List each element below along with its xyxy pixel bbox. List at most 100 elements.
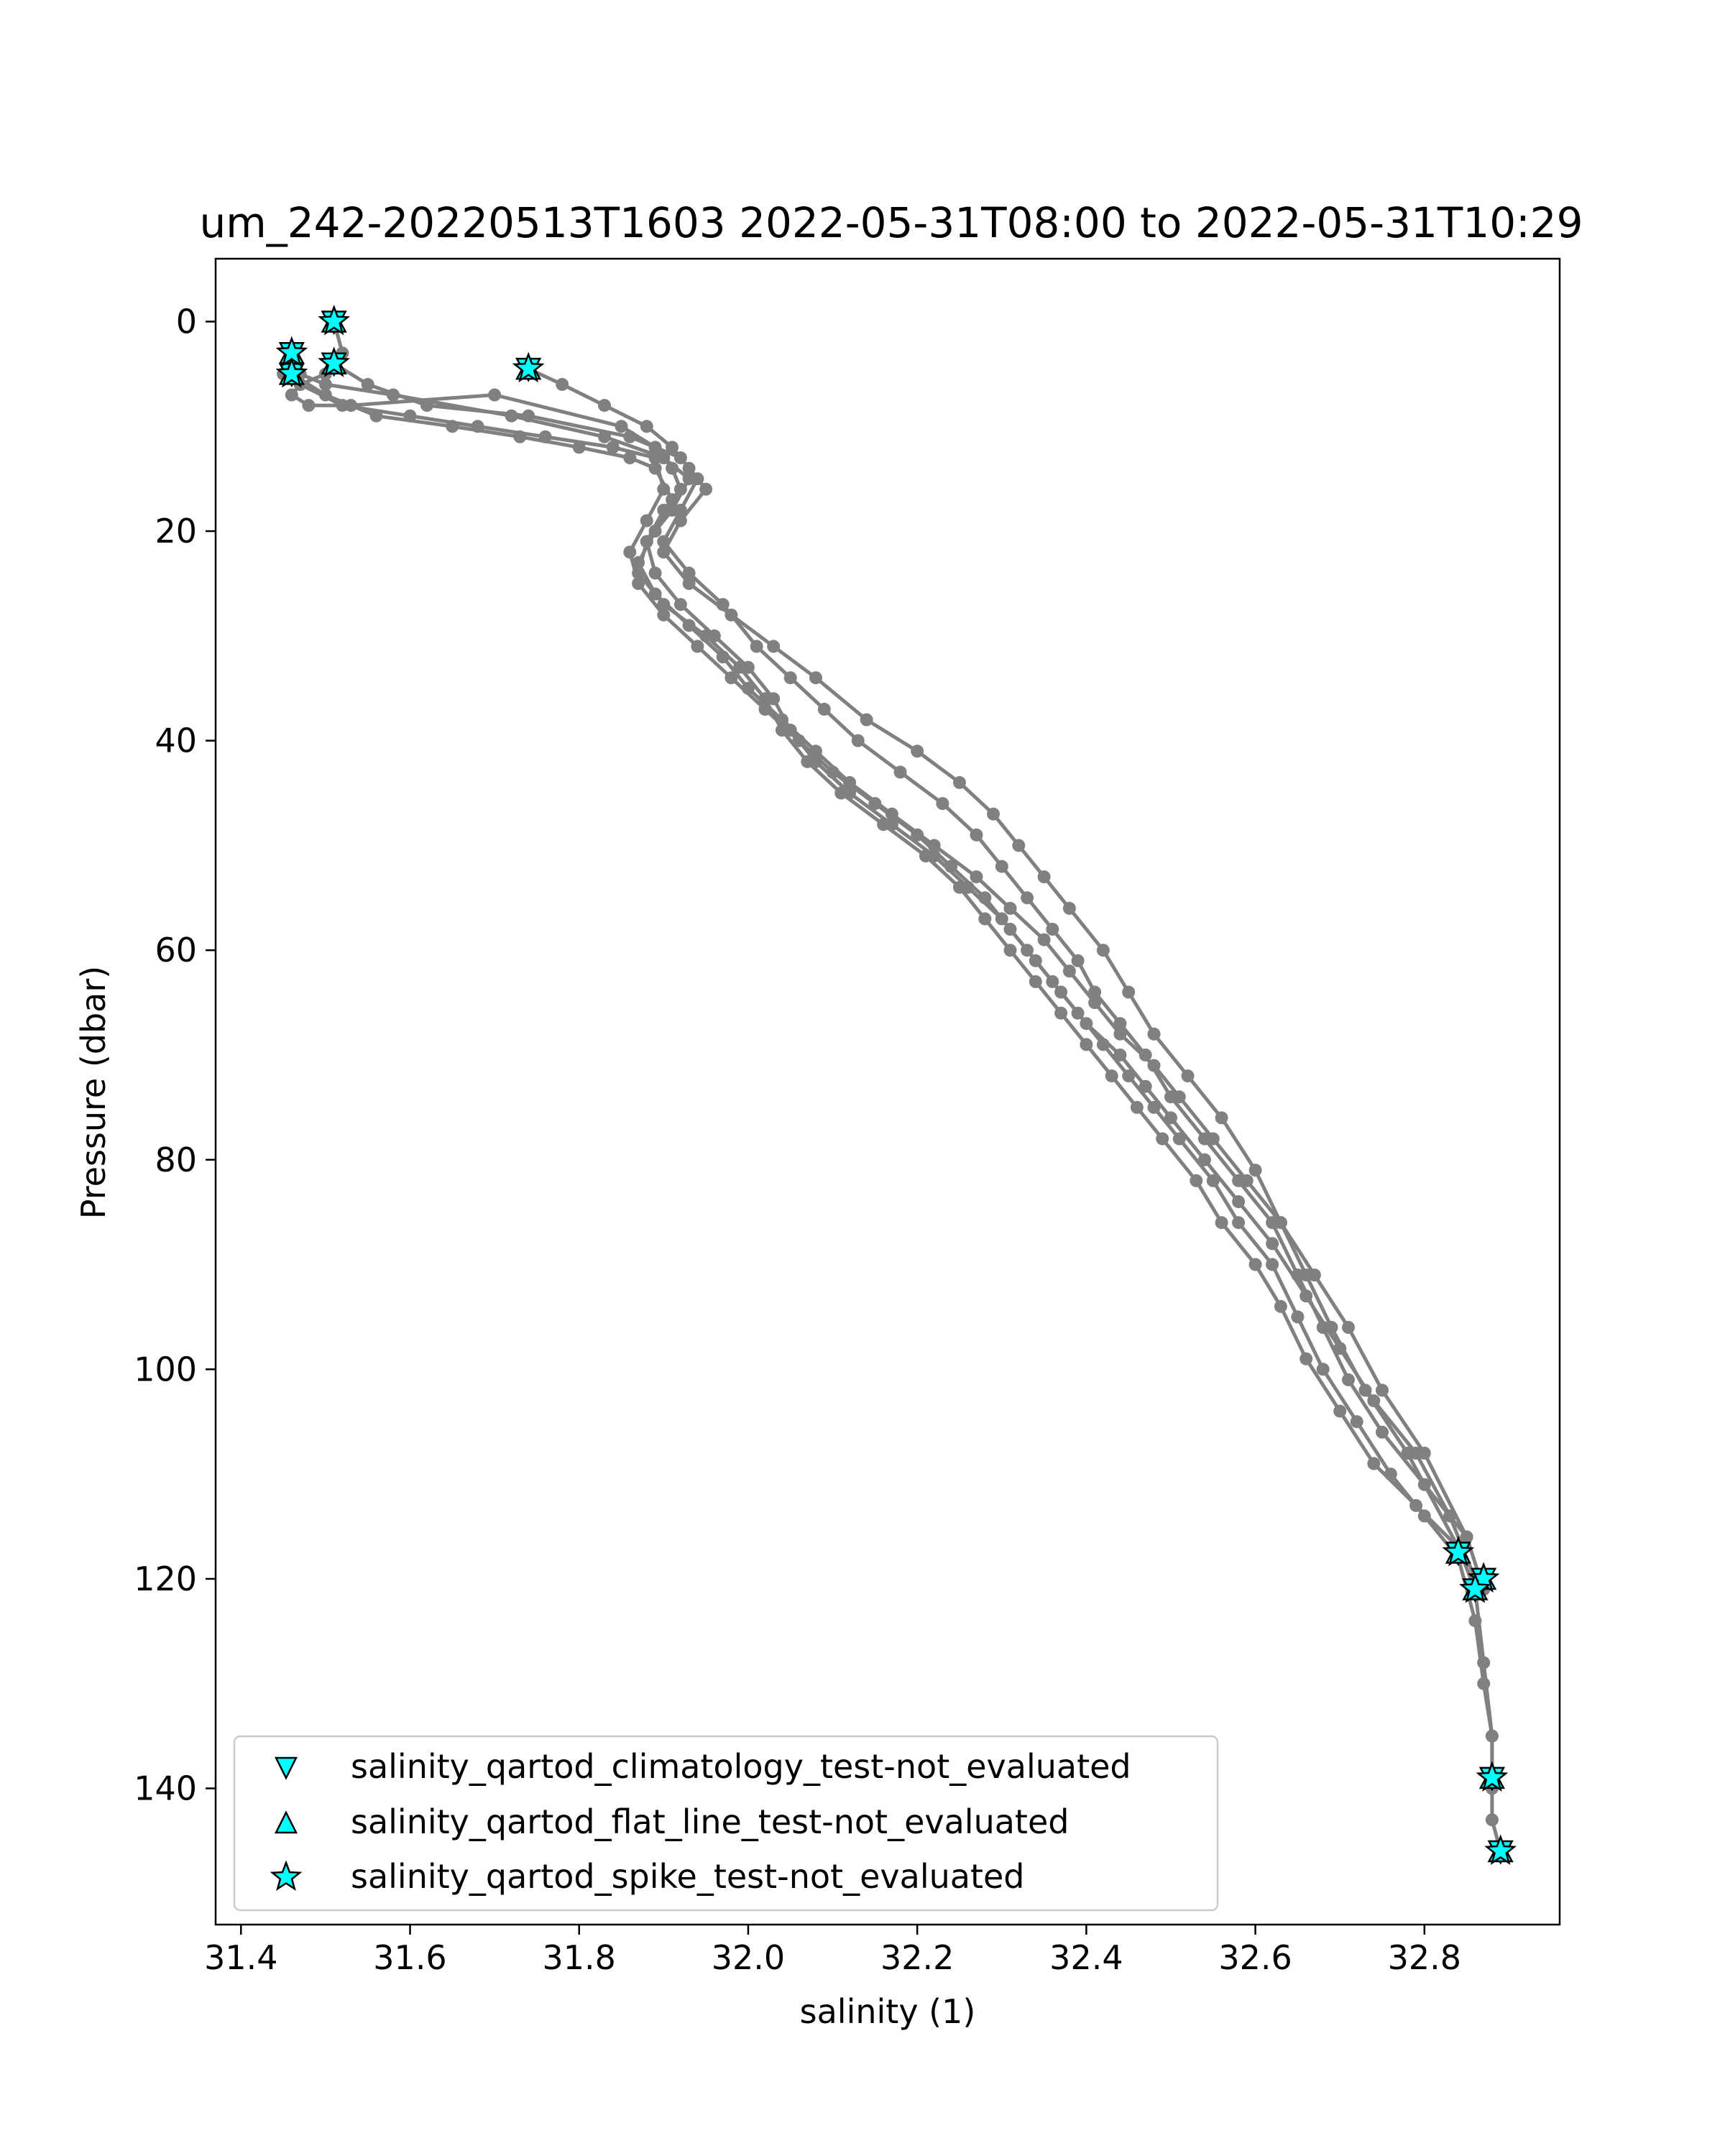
profile-point <box>944 860 958 873</box>
profile-point <box>1181 1069 1195 1083</box>
profile-point <box>776 713 788 727</box>
profile-point <box>767 640 781 653</box>
profile-point <box>682 566 696 580</box>
profile-point <box>1172 1090 1186 1104</box>
profile-point <box>1215 1111 1228 1125</box>
profile-point <box>648 451 662 464</box>
profile-point <box>1080 1038 1093 1051</box>
profile-point <box>1350 1415 1363 1429</box>
profile-point <box>623 451 637 464</box>
profile-point <box>1232 1216 1246 1230</box>
profile-point <box>673 514 687 528</box>
profile-point <box>1088 985 1102 999</box>
profile-point <box>893 765 907 779</box>
y-axis-label: Pressure (dbar) <box>74 966 113 1219</box>
profile-point <box>1147 1059 1161 1072</box>
y-tick-label: 140 <box>134 1769 197 1807</box>
profile-point <box>1307 1268 1321 1282</box>
profile-point <box>724 608 738 622</box>
profile-point <box>572 441 586 454</box>
profile-point <box>1122 985 1136 999</box>
profile-point <box>801 755 814 768</box>
profile-point <box>843 775 857 789</box>
profile-point <box>1376 1383 1389 1397</box>
profile-point <box>1367 1457 1381 1470</box>
profile-point <box>1037 933 1051 946</box>
profile-point <box>1029 975 1042 988</box>
profile-point <box>1122 1069 1136 1083</box>
x-tick-label: 32.8 <box>1388 1938 1461 1977</box>
chart-title: um_242-20220513T1603 2022-05-31T08:00 to… <box>200 198 1583 247</box>
profile-point <box>640 420 653 433</box>
x-tick-label: 32.0 <box>712 1938 785 1977</box>
triangle-down-icon <box>274 1756 298 1780</box>
profile-point <box>1485 1813 1499 1827</box>
profile-point <box>1266 1237 1279 1250</box>
profile-point <box>598 399 611 413</box>
profile-point <box>513 430 527 443</box>
profile-point <box>1342 1321 1355 1334</box>
spike-flag-marker <box>318 304 351 336</box>
profile-line-6 <box>290 372 1468 1538</box>
triangle-up-icon <box>274 1810 298 1834</box>
profile-point <box>640 514 653 528</box>
profile-point <box>1138 1079 1152 1093</box>
profile-point <box>1147 1027 1161 1041</box>
profile-point <box>1274 1299 1287 1313</box>
profile-point <box>623 430 637 443</box>
profile-point <box>1342 1373 1355 1386</box>
profile-point <box>953 775 966 789</box>
profile-point <box>885 807 898 821</box>
profile-point <box>809 671 822 685</box>
profile-point <box>1460 1530 1473 1544</box>
profile-point <box>1054 985 1068 999</box>
profile-point <box>648 461 662 475</box>
y-tick-label: 100 <box>134 1350 197 1388</box>
profile-point <box>673 598 687 612</box>
x-tick-label: 32.2 <box>880 1938 954 1977</box>
profile-point <box>1037 870 1051 884</box>
y-tick-label: 0 <box>176 302 197 341</box>
profile-point <box>987 807 1000 821</box>
profile-point <box>632 576 645 590</box>
legend-label-spike: salinity_qartod_spike_test-not_evaluated <box>351 1857 1024 1896</box>
profile-point <box>911 745 924 758</box>
profile-point <box>623 545 637 559</box>
profile-point <box>1113 1027 1127 1041</box>
profile-point <box>1367 1394 1381 1408</box>
profile-point <box>657 608 671 622</box>
profile-point <box>1477 1656 1491 1669</box>
profile-point <box>691 640 704 653</box>
y-tick-label: 60 <box>155 931 197 969</box>
profile-point <box>1417 1447 1431 1460</box>
profile-point <box>361 377 374 391</box>
profile-point <box>699 482 713 496</box>
profile-point <box>1003 944 1017 957</box>
profile-point <box>978 912 992 926</box>
profile-point <box>1240 1174 1254 1187</box>
profile-point <box>1021 891 1034 905</box>
profile-point <box>285 388 298 402</box>
profile-point <box>657 545 671 559</box>
spike-flag-marker <box>1484 1834 1517 1865</box>
profile-point <box>1248 1164 1262 1177</box>
profile-point <box>1088 996 1102 1010</box>
profile-point <box>750 640 763 653</box>
profile-point <box>1046 923 1059 936</box>
profile-point <box>446 420 459 433</box>
x-tick-label: 32.4 <box>1049 1938 1123 1977</box>
profile-point <box>673 503 687 517</box>
profile-point <box>1215 1216 1228 1230</box>
y-tick-label: 120 <box>134 1560 197 1598</box>
spike-flag-marker <box>1442 1535 1475 1567</box>
profile-point <box>860 713 873 727</box>
profile-point <box>1333 1342 1347 1355</box>
profile-point <box>817 702 831 716</box>
spike-flag-marker <box>318 346 351 377</box>
y-tick-label: 40 <box>155 722 197 760</box>
profile-point <box>809 745 822 758</box>
spike-flag-marker <box>1476 1761 1509 1792</box>
profile-point <box>1232 1195 1246 1209</box>
star-icon <box>270 1860 303 1892</box>
